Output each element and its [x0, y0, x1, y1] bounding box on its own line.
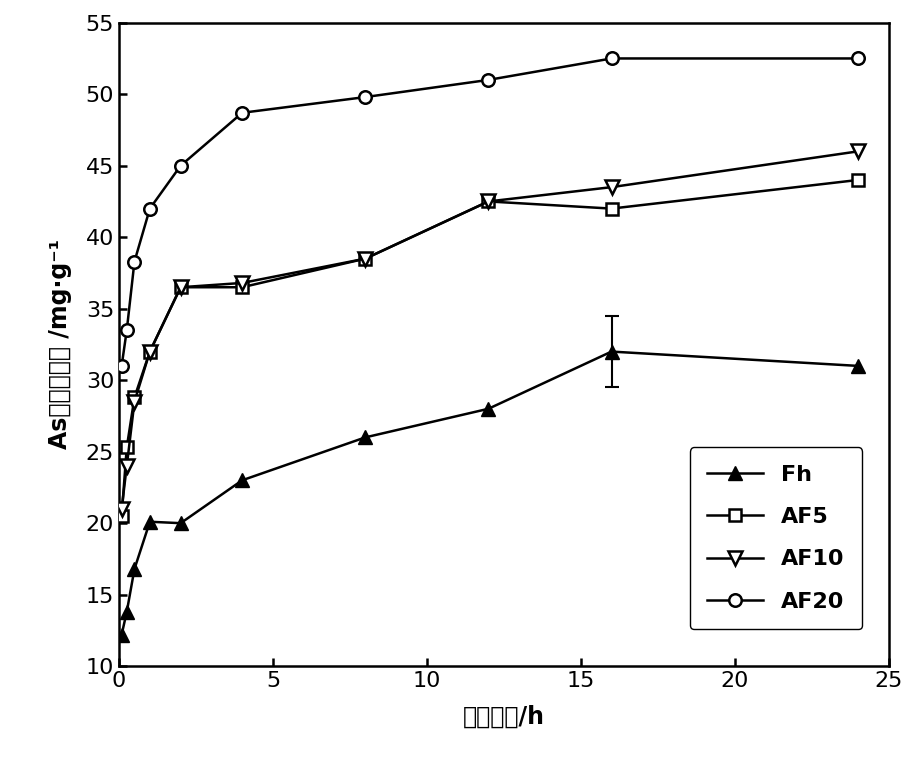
AF5	[360, 254, 371, 263]
AF5	[175, 282, 186, 291]
AF20	[175, 161, 186, 170]
Line: Fh: Fh	[114, 344, 865, 642]
Fh	[121, 607, 132, 616]
AF20	[852, 54, 863, 63]
AF20	[236, 108, 247, 117]
Line: AF20: AF20	[115, 52, 864, 372]
Fh	[852, 361, 863, 370]
AF5	[483, 197, 494, 206]
X-axis label: 反应时间/h: 反应时间/h	[463, 705, 545, 729]
Line: AF10: AF10	[114, 145, 865, 516]
AF20	[121, 326, 132, 335]
AF20	[483, 76, 494, 85]
Fh	[175, 519, 186, 528]
AF20	[606, 54, 617, 63]
Fh	[129, 565, 140, 574]
AF20	[129, 257, 140, 266]
AF20	[116, 361, 127, 370]
AF10	[236, 279, 247, 288]
Legend: Fh, AF5, AF10, AF20: Fh, AF5, AF10, AF20	[690, 447, 862, 629]
AF10	[121, 462, 132, 471]
AF10	[175, 282, 186, 291]
AF5	[852, 176, 863, 185]
AF5	[129, 393, 140, 402]
AF5	[236, 282, 247, 291]
AF10	[606, 182, 617, 192]
AF5	[116, 512, 127, 521]
AF10	[116, 504, 127, 513]
AF10	[852, 147, 863, 156]
Fh	[236, 475, 247, 484]
AF5	[145, 347, 156, 356]
Fh	[606, 347, 617, 356]
Fh	[360, 433, 371, 442]
Line: AF5: AF5	[115, 174, 864, 522]
AF20	[145, 204, 156, 213]
AF20	[360, 92, 371, 101]
AF5	[606, 204, 617, 213]
Fh	[116, 630, 127, 639]
AF10	[483, 197, 494, 206]
AF10	[360, 254, 371, 263]
Y-axis label: As的吸附容量 /mg·g⁻¹: As的吸附容量 /mg·g⁻¹	[48, 239, 71, 450]
AF10	[145, 347, 156, 356]
Fh	[145, 517, 156, 526]
Fh	[483, 404, 494, 413]
AF10	[129, 397, 140, 407]
AF5	[121, 443, 132, 452]
